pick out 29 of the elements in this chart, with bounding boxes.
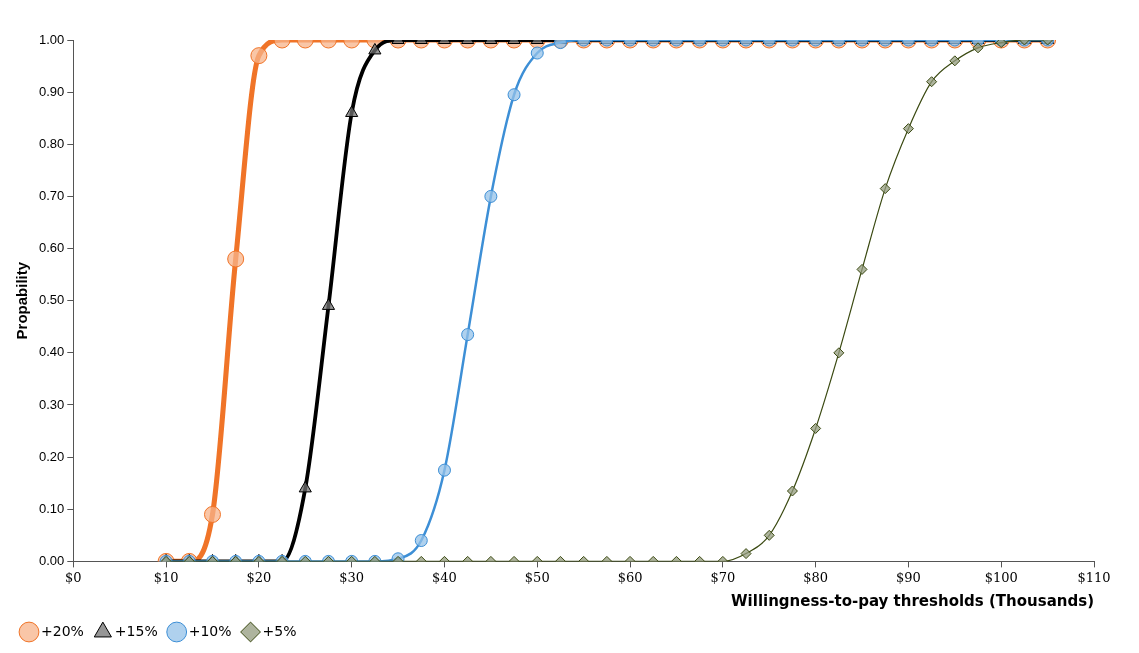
x-tick-label: $80 — [803, 569, 829, 585]
y-tick-label: 0.40 — [38, 344, 65, 360]
x-tick-label: $50 — [524, 569, 550, 585]
y-tick-label: 0.80 — [38, 135, 65, 151]
legend-label: +15% — [114, 622, 158, 639]
y-tick-label: 1.00 — [38, 31, 65, 47]
x-tick-label: $110 — [1077, 569, 1111, 585]
x-tick-label: $60 — [617, 569, 643, 585]
y-tick-label: 0.30 — [38, 396, 65, 412]
x-tick-label: $40 — [432, 569, 457, 585]
legend-label: +10% — [188, 622, 232, 639]
x-tick-label: $10 — [153, 569, 179, 585]
x-tick-label: $70 — [710, 569, 736, 585]
x-axis-title: Willingness-to-pay thresholds (Thousands) — [731, 591, 1094, 610]
y-axis-title: Propability — [13, 261, 31, 340]
y-tick-label: 0.60 — [38, 240, 65, 256]
y-tick-label: 0.70 — [38, 188, 65, 203]
y-tick-label: 0.90 — [38, 83, 65, 99]
x-tick-label: $100 — [984, 569, 1018, 585]
legend-label: +5% — [262, 622, 297, 639]
y-tick-label: 0.00 — [38, 552, 65, 568]
x-tick-label: $0 — [65, 569, 82, 585]
legend-label: +20% — [41, 622, 84, 639]
x-tick-label: $20 — [246, 569, 272, 585]
y-tick-label: 0.10 — [38, 500, 65, 516]
x-tick-label: $90 — [896, 569, 921, 585]
y-tick-label: 0.50 — [38, 292, 65, 308]
x-tick-label: $30 — [339, 569, 365, 585]
y-tick-label: 0.20 — [38, 448, 65, 464]
